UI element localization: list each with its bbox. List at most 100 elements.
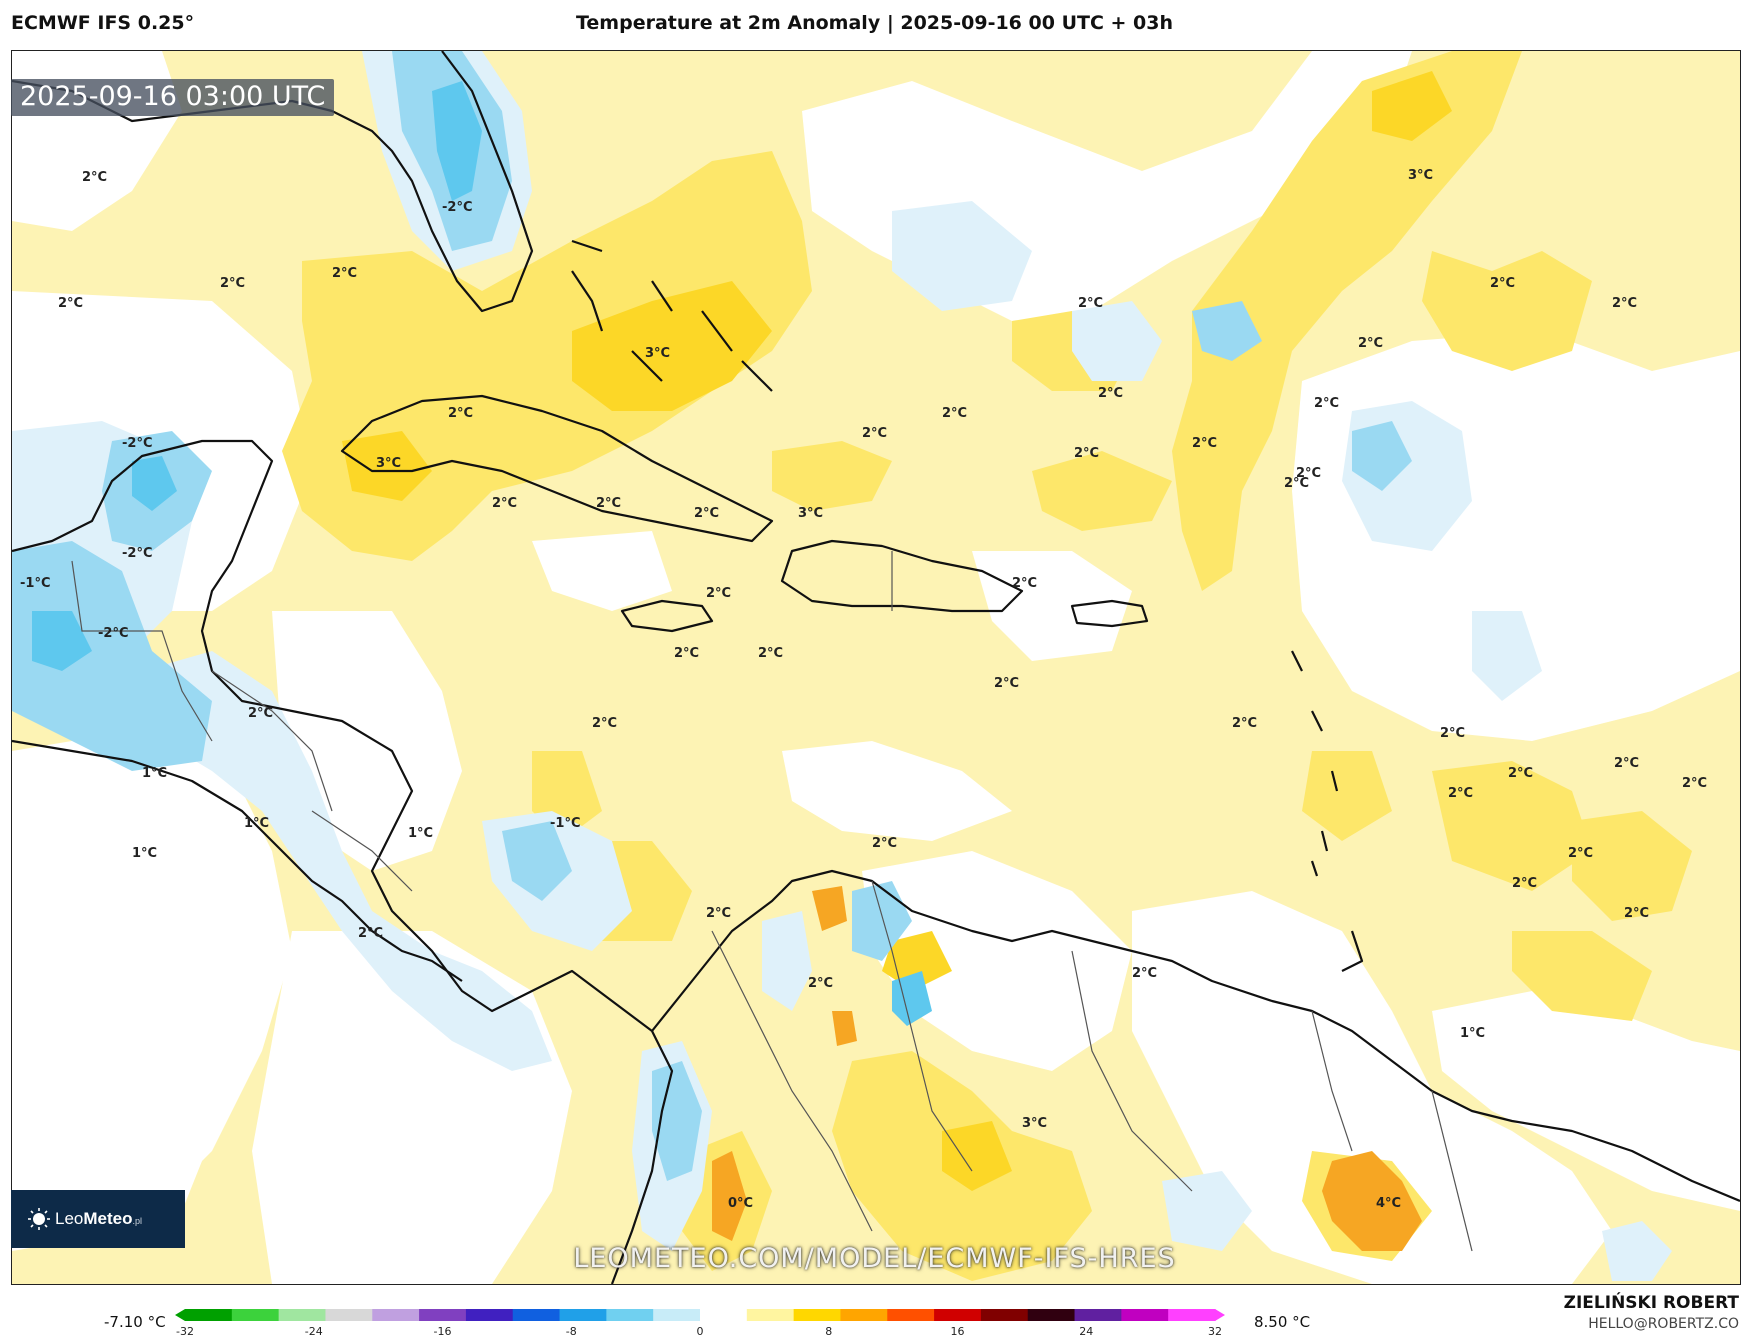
colorbar-tick-label: -24: [305, 1325, 323, 1337]
contour-label: 2°C: [706, 586, 731, 601]
contour-label: 2°C: [758, 646, 783, 661]
contour-label: 2°C: [808, 976, 833, 991]
colorbar-segment: [1074, 1309, 1122, 1321]
logo-suffix: .pl: [132, 1216, 143, 1226]
strong-warm-anomaly-regions: [342, 71, 1452, 1191]
contour-label: 2°C: [1284, 476, 1309, 491]
contour-label: 2°C: [1098, 386, 1123, 401]
contour-label: 2°C: [1568, 846, 1593, 861]
logo-text-part2: Meteo: [83, 1209, 133, 1228]
model-name: ECMWF IFS 0.25°: [11, 12, 195, 34]
contour-label: 2°C: [1612, 296, 1637, 311]
contour-label: 3°C: [645, 346, 670, 361]
contour-label: -1°C: [20, 576, 50, 591]
map-title: Temperature at 2m Anomaly | 2025-09-16 0…: [575, 12, 1174, 34]
contour-label: -2°C: [122, 436, 152, 451]
contour-label: 2°C: [862, 426, 887, 441]
footer: -7.10 °C -32 -24 -16 -8 0 8 16 24 32 8.50 °C ZIE…: [0, 1285, 1749, 1338]
leometeo-logo[interactable]: LeoMeteo.pl: [11, 1190, 185, 1248]
contour-label: 1°C: [142, 766, 167, 781]
colorbar-min-arrow: [175, 1309, 185, 1321]
contour-label: 2°C: [248, 706, 273, 721]
colorbar-segment: [185, 1309, 233, 1321]
colorbar-max-label: 8.50 °C: [1254, 1313, 1311, 1331]
country-borders: [71, 551, 1473, 1252]
contour-label: 2°C: [492, 496, 517, 511]
model-url-watermark: LEOMETEO.COM/MODEL/ECMWF-IFS-HRES: [573, 1243, 1176, 1274]
strong-cool-anomaly-regions: [32, 81, 932, 1026]
sun-icon: [28, 1208, 50, 1230]
contour-label: 2°C: [1078, 296, 1103, 311]
anomaly-contour-labels: 2°C -2°C 2°C 2°C 2°C 3°C 2°C 2°C 2°C 2°C…: [20, 168, 1707, 1211]
colorbar-segment: [278, 1309, 327, 1321]
contour-label: 2°C: [220, 276, 245, 291]
colorbar-segment: [231, 1309, 280, 1321]
colorbar-segment: [746, 1309, 795, 1321]
colorbar-segment: [606, 1309, 654, 1321]
contour-label: 2°C: [1132, 966, 1157, 981]
colorbar-segment: [512, 1309, 561, 1321]
contour-label: 2°C: [332, 266, 357, 281]
author-name: ZIELIŃSKI ROBERT: [1563, 1293, 1739, 1313]
colorbar-tick-label: 16: [951, 1325, 965, 1337]
contour-label: 2°C: [1508, 766, 1533, 781]
colorbar-tick-label: 8: [825, 1325, 832, 1337]
contour-label: 2°C: [1232, 716, 1257, 731]
contour-label: 2°C: [942, 406, 967, 421]
colorbar-segment: [559, 1309, 607, 1321]
hot-anomaly-regions: [712, 886, 1422, 1251]
colorbar-segment: [419, 1309, 467, 1321]
colorbar-tick-label: -16: [434, 1325, 452, 1337]
contour-label: 2°C: [1512, 876, 1537, 891]
contour-label: 2°C: [1314, 396, 1339, 411]
contour-label: 1°C: [408, 826, 433, 841]
contour-label: 2°C: [1192, 436, 1217, 451]
contour-label: 1°C: [132, 846, 157, 861]
logo-text: LeoMeteo.pl: [55, 1209, 142, 1229]
contour-label: -1°C: [550, 816, 580, 831]
colorbar-segment: [1121, 1309, 1169, 1321]
map-area[interactable]: 2°C -2°C 2°C 2°C 2°C 3°C 2°C 2°C 2°C 2°C…: [11, 50, 1741, 1285]
contour-label: 2°C: [1012, 576, 1037, 591]
contour-label: 2°C: [596, 496, 621, 511]
contour-label: 2°C: [706, 906, 731, 921]
colorbar-segment: [840, 1309, 888, 1321]
colorbar-tick-label: 32: [1208, 1325, 1222, 1337]
contour-label: 2°C: [592, 716, 617, 731]
colorbar-tick-label: 0: [697, 1325, 704, 1337]
colorbar-max-arrow: [1215, 1309, 1225, 1321]
contour-label: 2°C: [448, 406, 473, 421]
colorbar-segment: [980, 1309, 1029, 1321]
contour-label: 2°C: [1440, 726, 1465, 741]
author-email: HELLO@ROBERTZ.CO: [1588, 1316, 1739, 1332]
contour-label: 2°C: [694, 506, 719, 521]
colorbar-segment: [1168, 1309, 1216, 1321]
colorbar-segment: [887, 1309, 935, 1321]
contour-label: 2°C: [82, 170, 107, 185]
contour-label: 2°C: [1490, 276, 1515, 291]
contour-label: 2°C: [1682, 776, 1707, 791]
colorbar-segment: [1027, 1309, 1076, 1321]
contour-label: 2°C: [1074, 446, 1099, 461]
colorbar-segment: [325, 1309, 373, 1321]
colorbar-segment: [934, 1309, 982, 1321]
colorbar: -32 -24 -16 -8 0 8 16 24 32: [175, 1309, 1225, 1337]
contour-label: 2°C: [1358, 336, 1383, 351]
contour-label: 2°C: [1448, 786, 1473, 801]
colorbar-tick-label: -8: [566, 1325, 577, 1337]
contour-label: 2°C: [872, 836, 897, 851]
colorbar-segment: [372, 1309, 420, 1321]
contour-label: -2°C: [98, 626, 128, 641]
contour-label: 1°C: [1460, 1026, 1485, 1041]
contour-label: 0°C: [728, 1196, 753, 1211]
colorbar-segment: [465, 1309, 514, 1321]
contour-label: 3°C: [376, 456, 401, 471]
temperature-anomaly-map: 2°C -2°C 2°C 2°C 2°C 3°C 2°C 2°C 2°C 2°C…: [12, 51, 1740, 1284]
contour-label: 2°C: [1614, 756, 1639, 771]
contour-label: -2°C: [122, 546, 152, 561]
contour-label: -2°C: [442, 200, 472, 215]
contour-label: 3°C: [798, 506, 823, 521]
logo-text-part1: Leo: [55, 1209, 84, 1228]
contour-label: 2°C: [994, 676, 1019, 691]
contour-label: 1°C: [244, 816, 269, 831]
